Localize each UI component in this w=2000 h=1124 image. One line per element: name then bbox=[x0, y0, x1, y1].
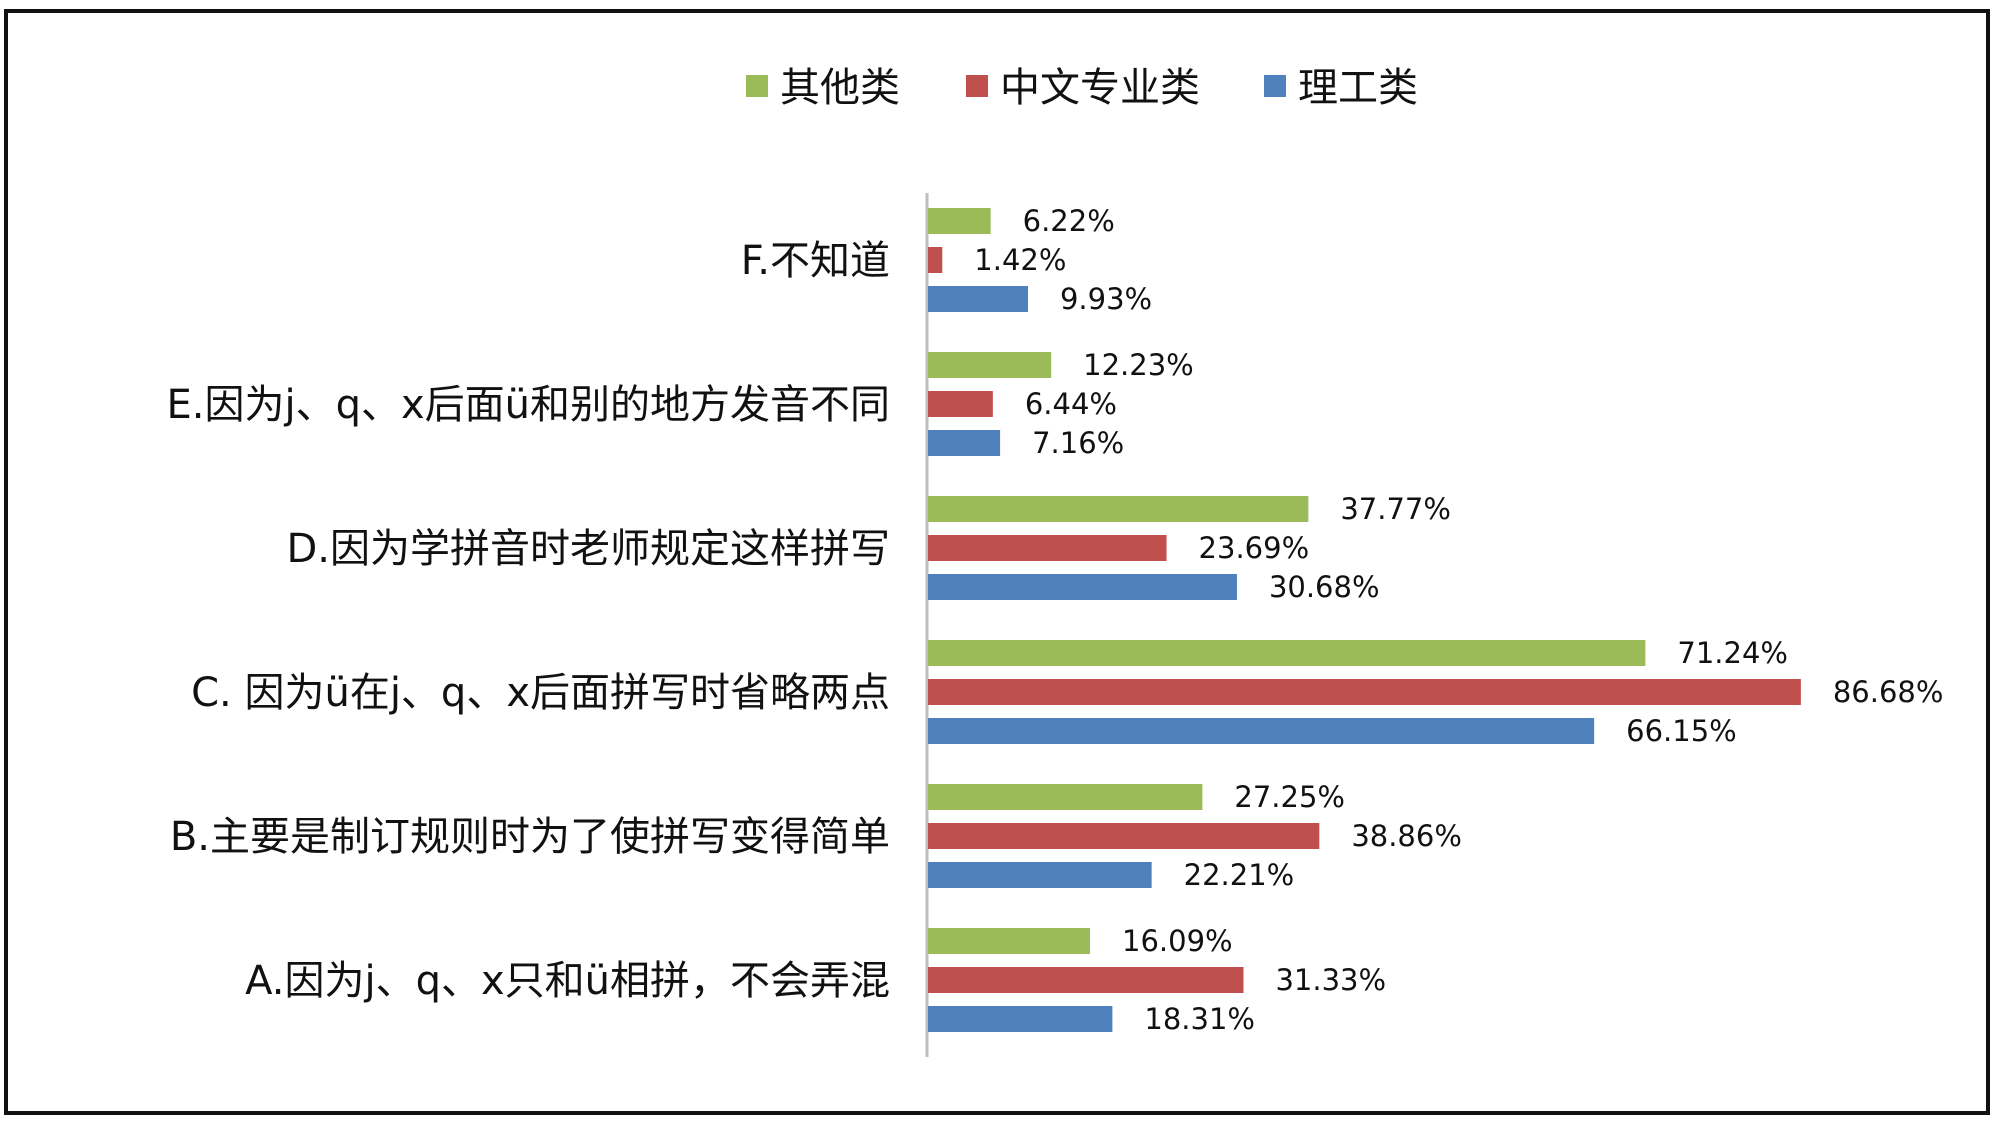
data-label: 1.42% bbox=[974, 243, 1066, 277]
legend-swatch bbox=[746, 75, 768, 97]
bar bbox=[928, 640, 1646, 666]
bar bbox=[928, 718, 1595, 744]
legend-label: 其他类 bbox=[780, 65, 900, 111]
legend-label: 中文专业类 bbox=[1000, 65, 1200, 111]
category-label: F.不知道 bbox=[741, 238, 890, 284]
bar bbox=[928, 208, 991, 234]
bar bbox=[928, 352, 1052, 378]
data-label: 18.31% bbox=[1144, 1002, 1255, 1036]
bar bbox=[928, 247, 943, 273]
bar bbox=[928, 862, 1152, 888]
data-label: 71.24% bbox=[1677, 636, 1788, 670]
category-label: E.因为j、q、x后面ü和别的地方发音不同 bbox=[166, 382, 890, 428]
bar bbox=[928, 928, 1091, 954]
data-label: 38.86% bbox=[1351, 819, 1462, 853]
data-label: 6.44% bbox=[1025, 387, 1117, 421]
data-label: 9.93% bbox=[1060, 282, 1152, 316]
bar bbox=[928, 286, 1028, 312]
bar bbox=[928, 535, 1167, 561]
data-label: 7.16% bbox=[1032, 426, 1124, 460]
data-labels: 6.22% 1.42% 9.93% 12.23% 6.44% 7.16% 37.77% 23.… bbox=[974, 204, 1943, 1036]
bar bbox=[928, 574, 1237, 600]
legend: 其他类 中文专业类 理工类 bbox=[746, 65, 1418, 111]
legend-label: 理工类 bbox=[1298, 65, 1418, 111]
category-label: C. 因为ü在j、q、x后面拼写时省略两点 bbox=[191, 670, 890, 716]
bar bbox=[928, 496, 1309, 522]
bar bbox=[928, 430, 1001, 456]
bar bbox=[928, 823, 1320, 849]
data-label: 86.68% bbox=[1833, 675, 1944, 709]
bar-chart: 其他类 中文专业类 理工类 F.不知道 E.因为j、q、x后面ü和别的地方发音不同 D.… bbox=[166, 65, 1943, 1057]
data-label: 31.33% bbox=[1275, 963, 1386, 997]
data-label: 30.68% bbox=[1269, 570, 1380, 604]
bar bbox=[928, 391, 993, 417]
data-label: 22.21% bbox=[1184, 858, 1295, 892]
category-labels: F.不知道 E.因为j、q、x后面ü和别的地方发音不同 D.因为学拼音时老师规定这样… bbox=[166, 238, 890, 1004]
category-label: A.因为j、q、x只和ü相拼，不会弄混 bbox=[245, 958, 890, 1004]
legend-swatch bbox=[966, 75, 988, 97]
category-label: B.主要是制订规则时为了使拼写变得简单 bbox=[170, 814, 890, 860]
data-label: 37.77% bbox=[1340, 492, 1451, 526]
data-label: 16.09% bbox=[1122, 924, 1233, 958]
data-label: 6.22% bbox=[1023, 204, 1115, 238]
bars bbox=[928, 208, 1801, 1032]
bar bbox=[928, 967, 1244, 993]
bar bbox=[928, 1006, 1113, 1032]
data-label: 66.15% bbox=[1626, 714, 1737, 748]
data-label: 23.69% bbox=[1199, 531, 1310, 565]
bar bbox=[928, 784, 1203, 810]
legend-swatch bbox=[1264, 75, 1286, 97]
data-label: 12.23% bbox=[1083, 348, 1194, 382]
chart-frame: 其他类 中文专业类 理工类 F.不知道 E.因为j、q、x后面ü和别的地方发音不同 D.… bbox=[4, 9, 1990, 1115]
data-label: 27.25% bbox=[1234, 780, 1345, 814]
category-label: D.因为学拼音时老师规定这样拼写 bbox=[286, 526, 890, 572]
bar bbox=[928, 679, 1801, 705]
